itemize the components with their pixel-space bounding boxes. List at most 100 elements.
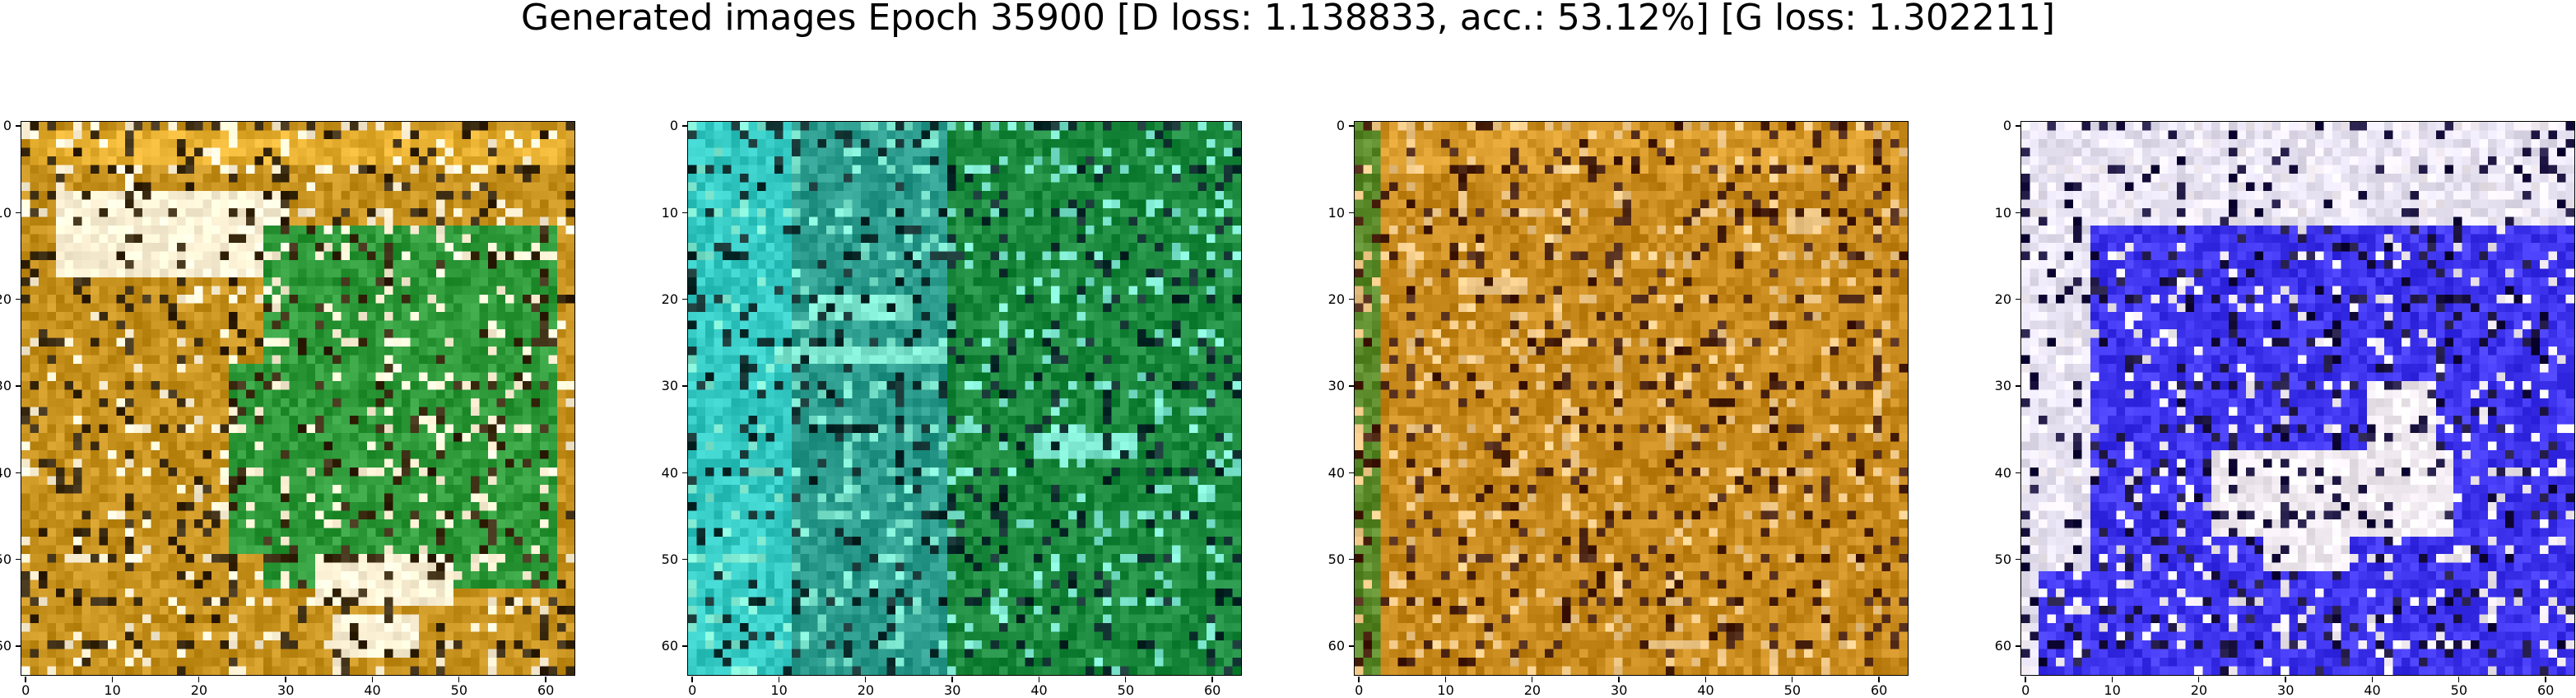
x-tick-mark [1444,677,1447,682]
x-tick-label: 0 [688,682,697,698]
y-tick-mark [1349,558,1355,561]
y-tick-mark [682,125,688,127]
x-tick-label: 0 [21,682,30,698]
generated-image-2: 0 10 20 30 40 50 60 0 10 20 30 40 50 60 [662,119,1242,697]
y-tick-mark [2016,558,2021,561]
x-tick-label: 10 [1437,682,1454,698]
x-tick-mark [1878,677,1880,682]
y-tick-mark [1349,472,1355,474]
y-tick-mark [2016,645,2021,647]
y-tick-label: 10 [1994,204,2011,221]
generated-image-1: 0 10 20 30 40 50 60 0 10 20 30 40 50 60 [0,119,575,697]
y-tick-mark [16,645,21,647]
y-tick-label: 0 [1336,118,1345,134]
y-tick-mark [2016,212,2021,214]
x-tick-mark [1618,677,1620,682]
x-tick-label: 30 [277,682,295,698]
x-tick-mark [111,677,114,682]
y-tick-mark [2016,125,2021,127]
y-tick-mark [1349,645,1355,647]
y-tick-label: 50 [1994,551,2011,567]
x-tick-label: 20 [190,682,208,698]
x-tick-label: 10 [770,682,788,698]
x-tick-label: 40 [2364,682,2381,698]
x-tick-mark [1038,677,1040,682]
generated-image-2-pixels [688,122,1241,675]
x-tick-mark [545,677,546,682]
y-tick-label: 50 [661,551,678,567]
x-tick-mark [2371,677,2374,682]
y-tick-label: 50 [1328,551,1345,567]
y-tick-mark [682,645,688,647]
x-tick-label: 30 [1611,682,1628,698]
x-tick-mark [371,677,374,682]
y-tick-label: 50 [0,551,12,567]
x-tick-label: 60 [537,682,555,698]
x-tick-mark [458,677,460,682]
x-tick-mark [2025,677,2026,682]
y-tick-label: 20 [1328,291,1345,307]
x-tick-label: 60 [1870,682,1888,698]
y-tick-mark [1349,212,1355,214]
x-tick-label: 30 [944,682,961,698]
y-tick-label: 30 [1994,378,2011,394]
x-tick-label: 60 [1203,682,1221,698]
figure-title: Generated images Epoch 35900 [D loss: 1.… [520,0,2056,39]
x-tick-mark [1704,677,1707,682]
y-tick-mark [16,558,21,561]
generated-image-1-pixels [21,122,574,675]
x-tick-mark [1124,677,1127,682]
y-tick-mark [682,298,688,300]
y-tick-mark [16,298,21,300]
x-tick-label: 60 [2536,682,2555,698]
x-tick-mark [2197,677,2200,682]
generated-image-4: 0 10 20 30 40 50 60 0 10 20 30 40 50 60 [1995,119,2575,697]
y-tick-label: 60 [0,638,12,654]
y-tick-mark [2016,472,2021,474]
x-tick-label: 20 [857,682,875,698]
x-tick-mark [25,677,26,682]
x-tick-mark [1791,677,1793,682]
x-tick-label: 20 [1523,682,1541,698]
y-tick-mark [16,212,21,214]
y-tick-label: 40 [1994,464,2011,481]
y-tick-label: 30 [1328,378,1345,394]
y-tick-label: 10 [0,204,12,221]
y-tick-mark [2016,298,2021,300]
y-tick-label: 0 [2002,118,2011,134]
generated-image-3-pixels [1355,122,1908,675]
y-tick-label: 0 [669,118,678,134]
y-tick-mark [682,558,688,561]
x-tick-mark [2457,677,2460,682]
x-tick-mark [1531,677,1533,682]
x-tick-mark [691,677,693,682]
x-tick-label: 40 [1697,682,1714,698]
y-tick-mark [1349,298,1355,300]
x-tick-label: 20 [2190,682,2208,698]
y-tick-label: 40 [661,464,678,481]
y-tick-label: 60 [661,638,678,654]
x-tick-label: 10 [104,682,121,698]
y-tick-mark [682,212,688,214]
y-tick-mark [16,385,21,387]
x-tick-label: 50 [1117,682,1135,698]
x-tick-mark [1211,677,1213,682]
x-tick-mark [1358,677,1360,682]
y-tick-label: 60 [1994,638,2011,654]
y-tick-mark [682,472,688,474]
x-tick-mark [2545,677,2546,682]
y-tick-mark [2016,385,2021,387]
x-tick-label: 50 [1783,682,1802,698]
x-tick-mark [285,677,286,682]
y-tick-label: 20 [0,291,12,307]
y-tick-label: 40 [1328,464,1345,481]
x-tick-label: 30 [2277,682,2295,698]
x-tick-label: 10 [2104,682,2121,698]
generated-image-4-pixels [2021,122,2574,675]
y-tick-label: 10 [661,204,678,221]
x-tick-mark [198,677,200,682]
x-tick-label: 0 [2021,682,2030,698]
generated-image-3: 0 10 20 30 40 50 60 0 10 20 30 40 50 60 [1328,119,1909,697]
x-tick-mark [2111,677,2113,682]
y-tick-label: 0 [2,118,12,134]
